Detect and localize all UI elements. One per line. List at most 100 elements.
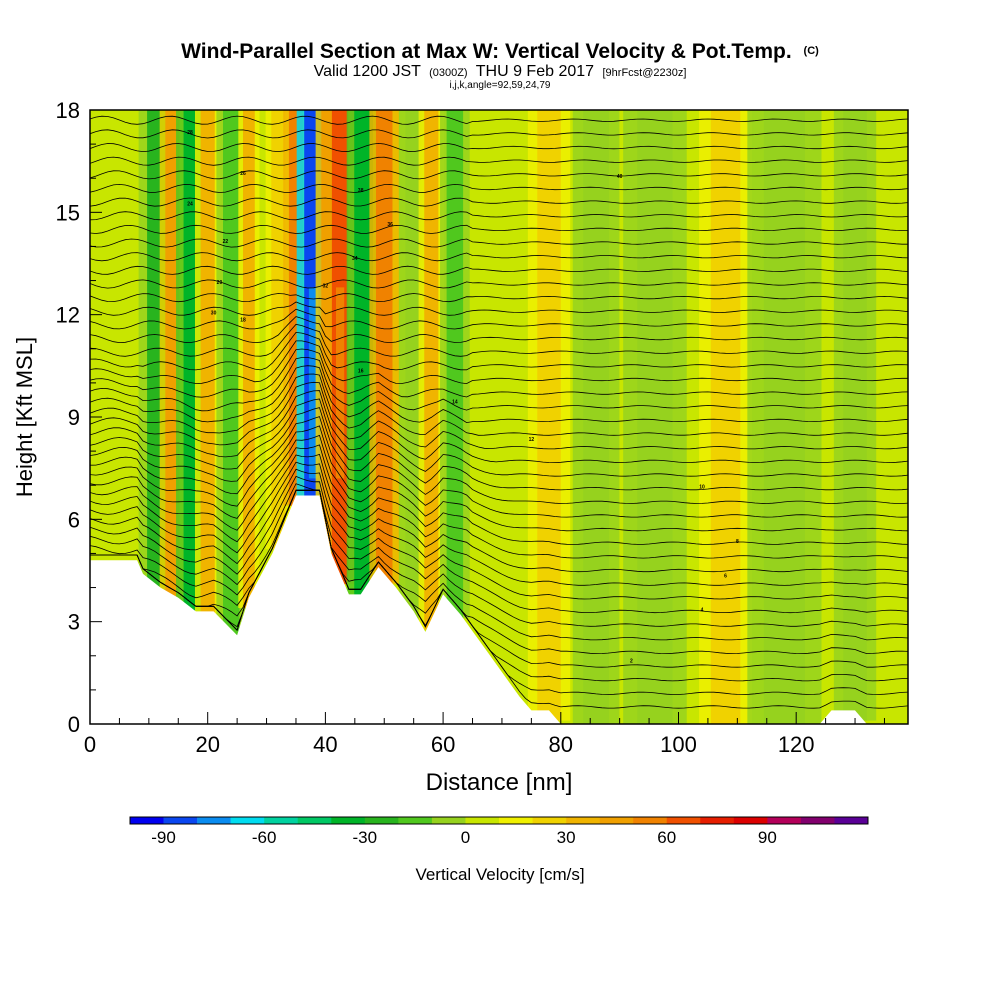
- colorbar-swatch: [566, 817, 600, 824]
- colorbar-label: Vertical Velocity [cm/s]: [415, 865, 584, 884]
- y-tick-label: 15: [56, 200, 80, 225]
- velocity-band: [376, 110, 393, 585]
- y-tick-label: 6: [68, 507, 80, 532]
- y-axis: 0 3 6 9 12 15 18: [56, 98, 102, 737]
- isentrope-line: [90, 425, 908, 518]
- x-tick-label: 100: [660, 732, 697, 757]
- isentrope-line: [90, 265, 908, 275]
- isentrope-line: [90, 357, 908, 412]
- velocity-band: [763, 110, 806, 724]
- isentrope-line: [90, 142, 908, 153]
- isentrope-line: [90, 453, 908, 559]
- y-tick-label: 0: [68, 712, 80, 737]
- isentrope-line: [90, 489, 908, 655]
- isentrope-line: [90, 156, 908, 166]
- velocity-band: [243, 110, 255, 609]
- isentrope-line: [90, 197, 908, 207]
- subtitle-valid: Valid 1200 JST: [314, 63, 422, 80]
- isentrope-label: 36: [387, 222, 393, 228]
- isentrope-label: 32: [323, 283, 329, 289]
- isentrope-line: [90, 398, 908, 477]
- isentrope-line: [90, 475, 908, 600]
- colorbar-swatch: [398, 817, 433, 824]
- subtitle-indices: i,j,k,angle=92,59,24,79: [450, 80, 551, 91]
- colorbar-swatch: [431, 817, 466, 824]
- terrain-surface: [90, 495, 908, 724]
- velocity-band: [843, 110, 867, 721]
- isentrope-label: 26: [240, 171, 246, 177]
- copyright-mark: (C): [804, 45, 820, 57]
- isentrope-line: [90, 115, 908, 125]
- velocity-band-core: [335, 287, 345, 479]
- x-axis-label: Distance [nm]: [426, 769, 573, 796]
- isentrope-line: [90, 468, 908, 586]
- svg-text:Wind-Parallel Section at Max W: Wind-Parallel Section at Max W: Vertical…: [181, 40, 819, 63]
- colorbar-tick-label: -60: [252, 828, 277, 847]
- colorbar-swatch: [700, 817, 735, 824]
- isentrope-label: 14: [452, 399, 458, 405]
- colorbar-swatch: [230, 817, 265, 824]
- isentrope-label: 20: [217, 280, 223, 286]
- isentrope-label: 40: [617, 174, 623, 180]
- isentrope-line: [90, 238, 908, 248]
- colorbar-tick-label: 0: [461, 828, 470, 847]
- colorbar-swatch: [666, 817, 701, 824]
- y-axis-label: Height [Kft MSL]: [12, 337, 37, 497]
- x-tick-label: 20: [195, 732, 219, 757]
- colorbar-ticks: -90 -60 -30 0 30 60 90: [151, 828, 777, 847]
- isentrope-line: [90, 279, 908, 289]
- velocity-band: [446, 110, 464, 619]
- colorbar-tick-label: -30: [353, 828, 378, 847]
- isentrope-line: [90, 211, 908, 221]
- colorbar-swatch: [465, 817, 500, 824]
- isentrope-line: [90, 331, 908, 371]
- isentrope-line: [90, 390, 908, 464]
- velocity-band: [583, 110, 610, 724]
- x-tick-label: 0: [84, 732, 96, 757]
- y-tick-label: 3: [68, 610, 80, 635]
- isentrope-label: 10: [699, 485, 705, 491]
- colorbar-swatch: [733, 817, 768, 824]
- colorbar-tick-label: 60: [657, 828, 676, 847]
- isentrope-line: [90, 444, 908, 545]
- isentrope-line: [90, 407, 908, 491]
- y-tick-label: 18: [56, 98, 80, 123]
- isentrope-line: [90, 483, 908, 614]
- velocity-band: [271, 110, 286, 550]
- isentrope-label: 24: [187, 202, 193, 208]
- isentrope-line: [90, 301, 908, 316]
- chart-title: Wind-Parallel Section at Max W: Vertical…: [181, 40, 792, 63]
- terrain-mask: [90, 495, 908, 724]
- isentrope-label: 6: [724, 573, 727, 579]
- colorbar: [129, 816, 869, 825]
- isentrope-label: 8: [736, 539, 739, 545]
- colorbar-tick-label: 90: [758, 828, 777, 847]
- isentrope-line: [90, 489, 908, 641]
- velocity-band: [222, 110, 240, 640]
- colorbar-swatch: [800, 817, 835, 824]
- svg-text:Valid 1200 JST (0300Z): Valid 1200 JST (0300Z) THU 9 Feb 2017 [9…: [314, 63, 687, 80]
- x-tick-label: 40: [313, 732, 337, 757]
- isentrope-line: [90, 170, 908, 180]
- isentrope-label: 12: [529, 437, 535, 443]
- colorbar-swatch: [633, 817, 668, 824]
- velocity-band: [424, 110, 439, 630]
- x-tick-label: 120: [778, 732, 815, 757]
- velocity-band: [200, 110, 215, 622]
- colorbar-swatch: [297, 817, 332, 824]
- isentrope-label: 34: [352, 256, 358, 262]
- colorbar-swatch: [499, 817, 533, 824]
- colorbar-swatch: [834, 817, 869, 824]
- colorbar-swatch: [532, 817, 567, 824]
- isentrope-label: 28: [187, 130, 193, 136]
- velocity-band-core: [308, 287, 319, 479]
- subtitle-utc: (0300Z): [429, 67, 468, 79]
- isentrope-label: 30: [211, 311, 217, 317]
- colorbar-swatch: [264, 817, 299, 824]
- isentrope-line: [90, 348, 908, 398]
- isentrope-line: [90, 365, 908, 424]
- isentrope-contours: [90, 115, 908, 709]
- colorbar-tick-label: 30: [557, 828, 576, 847]
